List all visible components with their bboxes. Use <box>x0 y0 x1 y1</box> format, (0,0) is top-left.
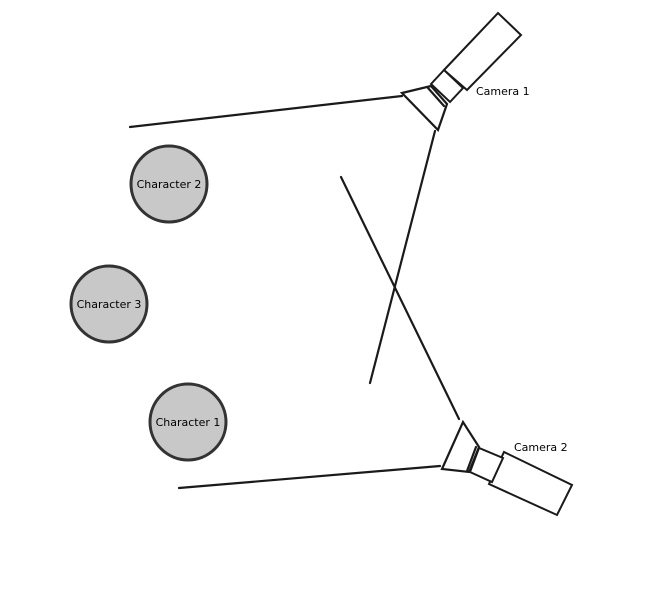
character-3[interactable]: Character 3 <box>69 264 149 344</box>
camera-1-sight-line-right <box>368 129 437 385</box>
character-1-disc <box>148 382 228 462</box>
camera-2-label: Camera 2 <box>514 441 568 454</box>
camera-2-sight-line-upper <box>339 175 461 421</box>
camera-1-sight-line-left <box>128 94 404 129</box>
camera-2[interactable]: Camera 2 <box>440 419 574 517</box>
camera-2-lens-edge <box>465 445 478 473</box>
sight-lines <box>128 94 461 490</box>
character-1[interactable]: Character 1 <box>148 382 228 462</box>
character-2-disc <box>129 144 209 224</box>
camera-1-label: Camera 1 <box>476 85 530 98</box>
camera-1[interactable]: Camera 1 <box>399 11 530 133</box>
character-3-disc <box>69 264 149 344</box>
camera-2-lens <box>440 419 481 474</box>
character-1-label: Character 1 <box>156 416 221 429</box>
camera-2-sight-line-lower <box>177 464 442 490</box>
video-camera-icon <box>440 419 574 517</box>
camera-1-body <box>442 11 523 92</box>
character-3-label: Character 3 <box>77 298 142 311</box>
camera-1-connector <box>429 68 465 104</box>
character-2[interactable]: Character 2 <box>129 144 209 224</box>
character-2-label: Character 2 <box>137 178 202 191</box>
video-camera-icon <box>399 11 523 133</box>
camera-1-lens-edge <box>426 86 446 108</box>
